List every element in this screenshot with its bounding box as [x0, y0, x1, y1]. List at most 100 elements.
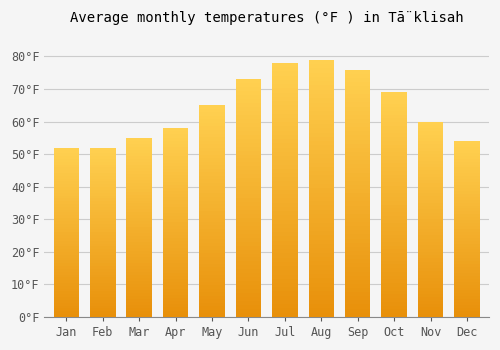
Bar — [200, 289, 225, 292]
Bar — [90, 292, 116, 294]
Bar — [163, 245, 188, 248]
Bar — [308, 184, 334, 188]
Bar — [126, 189, 152, 191]
Bar — [163, 175, 188, 178]
Bar — [382, 197, 407, 201]
Bar — [308, 253, 334, 257]
Bar — [163, 144, 188, 147]
Bar — [418, 278, 444, 281]
Bar — [382, 141, 407, 145]
Bar — [454, 299, 480, 302]
Bar — [308, 175, 334, 180]
Bar — [200, 158, 225, 162]
Bar — [54, 170, 79, 173]
Bar — [454, 296, 480, 299]
Bar — [454, 285, 480, 288]
Bar — [272, 224, 297, 228]
Bar — [236, 91, 261, 95]
Bar — [454, 270, 480, 273]
Bar — [454, 232, 480, 235]
Bar — [236, 139, 261, 142]
Bar — [90, 212, 116, 215]
Bar — [163, 314, 188, 317]
Bar — [54, 292, 79, 294]
Bar — [236, 178, 261, 182]
Bar — [90, 164, 116, 167]
Bar — [54, 229, 79, 232]
Bar — [54, 294, 79, 297]
Bar — [126, 144, 152, 147]
Bar — [163, 204, 188, 207]
Bar — [163, 248, 188, 251]
Bar — [454, 162, 480, 164]
Bar — [200, 179, 225, 183]
Bar — [382, 290, 407, 294]
Bar — [200, 197, 225, 201]
Bar — [345, 111, 370, 115]
Bar — [54, 314, 79, 317]
Bar — [54, 221, 79, 224]
Bar — [54, 226, 79, 229]
Bar — [382, 111, 407, 115]
Bar — [345, 239, 370, 243]
Bar — [272, 287, 297, 292]
Bar — [308, 188, 334, 193]
Bar — [200, 133, 225, 137]
Bar — [454, 179, 480, 182]
Bar — [236, 119, 261, 123]
Bar — [54, 266, 79, 269]
Bar — [345, 156, 370, 160]
Bar — [454, 241, 480, 244]
Bar — [90, 215, 116, 218]
Bar — [236, 241, 261, 246]
Bar — [308, 68, 334, 72]
Bar — [90, 181, 116, 184]
Bar — [236, 261, 261, 265]
Bar — [200, 151, 225, 155]
Bar — [382, 279, 407, 283]
Bar — [200, 190, 225, 194]
Bar — [382, 216, 407, 219]
Bar — [272, 279, 297, 283]
Bar — [126, 209, 152, 212]
Bar — [382, 167, 407, 171]
Bar — [200, 257, 225, 260]
Bar — [163, 185, 188, 188]
Bar — [418, 177, 444, 180]
Bar — [345, 280, 370, 284]
Bar — [382, 298, 407, 302]
Bar — [236, 99, 261, 103]
Bar — [200, 112, 225, 116]
Bar — [90, 274, 116, 277]
Bar — [382, 265, 407, 268]
Bar — [345, 214, 370, 218]
Bar — [382, 234, 407, 238]
Bar — [454, 197, 480, 200]
Bar — [54, 235, 79, 238]
Bar — [236, 131, 261, 135]
Bar — [163, 169, 188, 172]
Bar — [236, 111, 261, 115]
Bar — [418, 190, 444, 193]
Bar — [236, 79, 261, 83]
Bar — [163, 210, 188, 213]
Bar — [90, 238, 116, 241]
Bar — [382, 309, 407, 313]
Bar — [236, 281, 261, 285]
Bar — [236, 142, 261, 147]
Bar — [418, 291, 444, 294]
Bar — [308, 77, 334, 81]
Bar — [236, 186, 261, 190]
Bar — [200, 169, 225, 172]
Bar — [454, 302, 480, 305]
Bar — [272, 300, 297, 304]
Bar — [54, 280, 79, 283]
Bar — [236, 150, 261, 154]
Bar — [163, 282, 188, 285]
Bar — [272, 249, 297, 253]
Bar — [272, 245, 297, 249]
Bar — [308, 287, 334, 291]
Bar — [236, 135, 261, 139]
Bar — [126, 272, 152, 275]
Bar — [163, 147, 188, 150]
